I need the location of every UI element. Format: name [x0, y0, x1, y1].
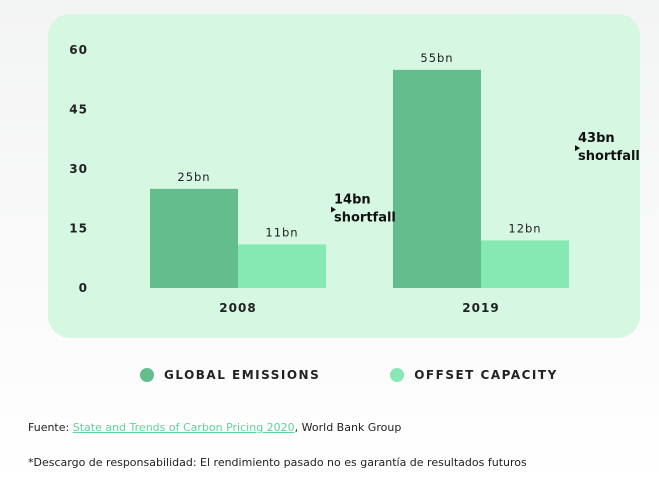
legend-label-global-emissions: GLOBAL EMISSIONS: [164, 368, 321, 382]
bar-offset-capacity-2008: [238, 244, 326, 288]
shortfall-label-2008: shortfall: [334, 211, 396, 226]
shortfall-label-2019: shortfall: [578, 149, 640, 164]
data-label-offset-capacity-2019: 12bn: [508, 221, 541, 235]
x-tick-label-2008: 2008: [219, 301, 256, 315]
y-tick-label-60: 60: [69, 43, 88, 57]
legend-label-offset-capacity: OFFSET CAPACITY: [414, 368, 558, 382]
y-tick-label-45: 45: [69, 103, 88, 117]
y-tick-label-30: 30: [69, 162, 88, 176]
data-label-global-emissions-2008: 25bn: [177, 170, 210, 184]
source-suffix: , World Bank Group: [294, 421, 402, 434]
disclaimer: *Descargo de responsabilidad: El rendimi…: [28, 456, 527, 469]
shortfall-arrow-2008: [331, 206, 336, 213]
y-tick-label-15: 15: [69, 222, 88, 236]
shortfall-value-2019: 43bn: [578, 131, 615, 146]
data-label-global-emissions-2019: 55bn: [420, 51, 453, 65]
legend-item-global-emissions: GLOBAL EMISSIONS: [140, 368, 320, 382]
y-tick-label-0: 0: [79, 281, 88, 295]
bar-offset-capacity-2019: [481, 240, 569, 288]
data-label-offset-capacity-2008: 11bn: [265, 225, 298, 239]
source-prefix: Fuente:: [28, 421, 73, 434]
legend-swatch-global-emissions: [140, 368, 154, 382]
legend: GLOBAL EMISSIONS OFFSET CAPACITY: [140, 366, 628, 384]
legend-item-offset-capacity: OFFSET CAPACITY: [390, 368, 558, 382]
x-tick-label-2019: 2019: [462, 301, 499, 315]
bar-global-emissions-2019: [393, 69, 481, 288]
source-line: Fuente: State and Trends of Carbon Prici…: [28, 421, 401, 434]
shortfall-value-2008: 14bn: [334, 193, 371, 208]
chart-card: 0 15 30 45 60 25bn 11bn 2008 55bn 12bn 2019 14bn sho…: [48, 14, 640, 338]
shortfall-arrow-2019: [575, 145, 580, 152]
bar-chart: 0 15 30 45 60 25bn 11bn 2008 55bn 12bn 2019 14bn sho…: [69, 43, 640, 315]
bar-global-emissions-2008: [150, 188, 238, 288]
legend-swatch-offset-capacity: [390, 368, 405, 382]
source-link[interactable]: State and Trends of Carbon Pricing 2020: [72, 421, 295, 434]
